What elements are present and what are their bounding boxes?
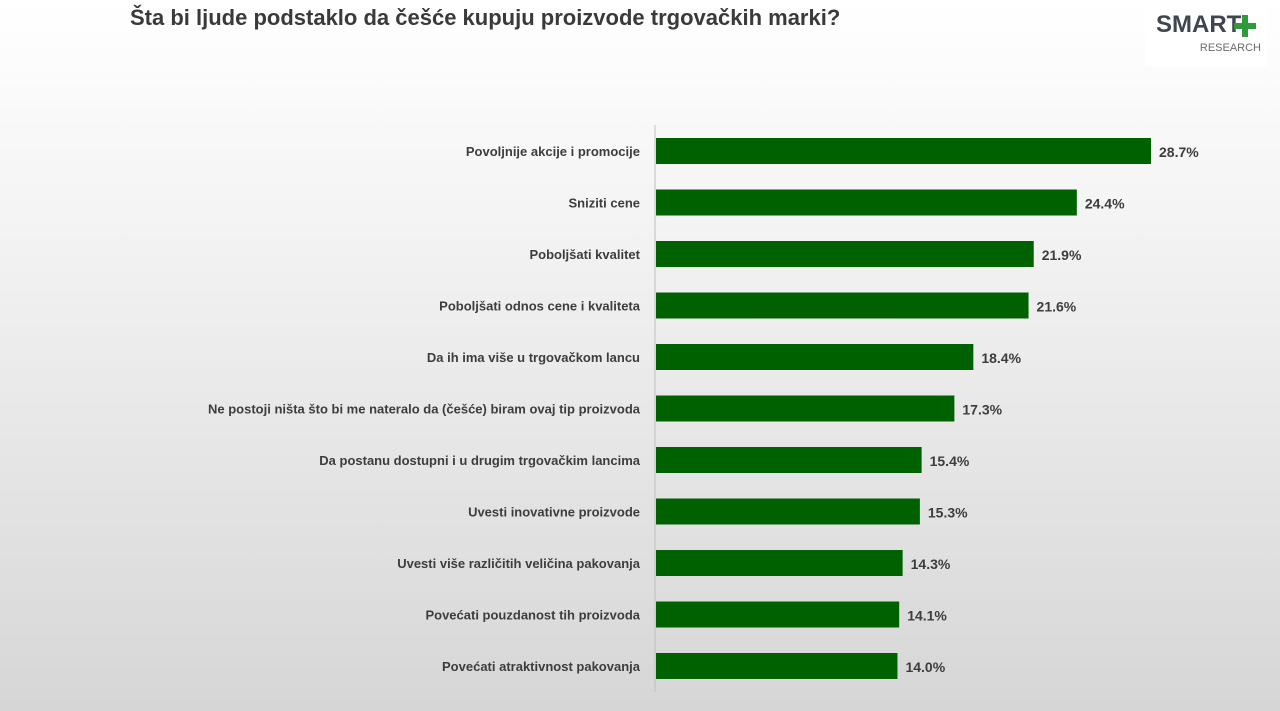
data-label: 14.0% bbox=[905, 659, 945, 675]
data-label: 15.3% bbox=[928, 505, 968, 521]
category-label: Sniziti cene bbox=[568, 196, 640, 211]
bar bbox=[656, 344, 974, 370]
bar bbox=[656, 189, 1077, 216]
category-label: Uvesti više različitih veličina pakovanj… bbox=[397, 556, 641, 571]
data-label: 15.4% bbox=[930, 453, 970, 469]
data-label: 14.1% bbox=[907, 608, 947, 624]
chart-title: Šta bi ljude podstaklo da češće kupuju p… bbox=[130, 5, 841, 30]
data-label: 21.6% bbox=[1037, 299, 1077, 315]
data-label: 21.9% bbox=[1042, 247, 1082, 263]
bar bbox=[656, 550, 903, 576]
category-label: Poboljšati odnos cene i kvaliteta bbox=[439, 299, 641, 314]
category-label: Da postanu dostupni i u drugim trgovački… bbox=[319, 453, 640, 468]
category-label: Poboljšati kvalitet bbox=[529, 247, 640, 262]
data-label: 17.3% bbox=[962, 402, 1002, 418]
bar bbox=[656, 498, 920, 525]
data-label: 24.4% bbox=[1085, 196, 1125, 212]
bar bbox=[656, 138, 1151, 164]
data-label: 28.7% bbox=[1159, 144, 1199, 160]
bar bbox=[656, 601, 900, 628]
bar bbox=[656, 447, 922, 473]
logo-subtitle: RESEARCH bbox=[1199, 42, 1261, 54]
data-label: 18.4% bbox=[981, 350, 1021, 366]
bar bbox=[656, 241, 1034, 267]
category-label: Uvesti inovativne proizvode bbox=[468, 505, 640, 520]
category-label: Povećati atraktivnost pakovanja bbox=[442, 659, 641, 674]
bar bbox=[656, 395, 955, 422]
smart-research-logo: SMART RESEARCH bbox=[1145, 5, 1267, 66]
bar bbox=[656, 653, 898, 679]
plus-icon bbox=[1234, 15, 1256, 37]
category-label: Ne postoji ništa što bi me nateralo da (… bbox=[208, 402, 641, 417]
category-label: Povećati pouzdanost tih proizvoda bbox=[425, 608, 640, 623]
bar bbox=[656, 292, 1029, 319]
category-label: Da ih ima više u trgovačkom lancu bbox=[427, 350, 640, 365]
category-label: Povoljnije akcije i promocije bbox=[466, 144, 640, 159]
data-label: 14.3% bbox=[911, 556, 951, 572]
logo-wordmark: SMART bbox=[1156, 11, 1242, 38]
